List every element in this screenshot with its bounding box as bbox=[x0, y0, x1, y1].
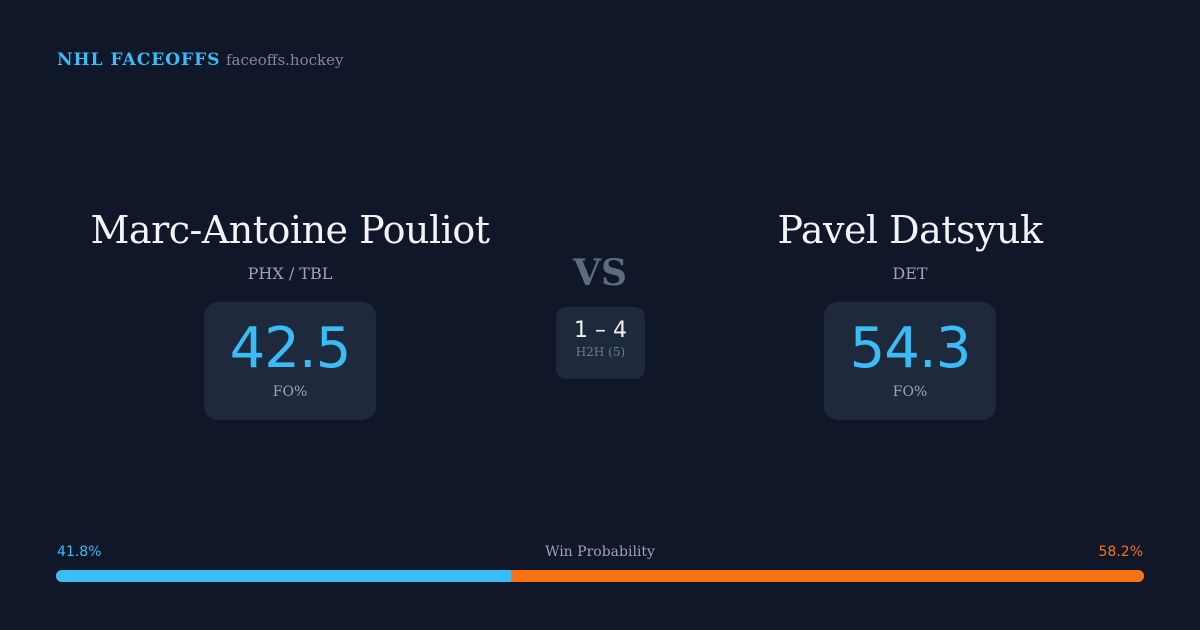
win-probability-bar bbox=[56, 570, 1144, 582]
vs-label: VS bbox=[573, 252, 627, 294]
player2-win-pct: 58.2% bbox=[1098, 544, 1143, 560]
player1-fo-pct: 42.5 bbox=[229, 316, 352, 381]
h2h-label: H2H (5) bbox=[575, 345, 626, 359]
player1-win-bar bbox=[56, 570, 511, 582]
player1-team: PHX / TBL bbox=[247, 264, 333, 283]
player2-fo-pct: 54.3 bbox=[849, 316, 972, 381]
player1-name: Marc-Antoine Pouliot bbox=[90, 208, 490, 252]
h2h-card: 1 – 4 H2H (5) bbox=[556, 307, 645, 379]
player2-fo-label: FO% bbox=[892, 384, 928, 400]
site-url: faceoffs.hockey bbox=[226, 51, 344, 69]
h2h-score: 1 – 4 bbox=[574, 318, 627, 343]
player1-fo-label: FO% bbox=[272, 384, 308, 400]
win-probability-label: Win Probability bbox=[545, 544, 655, 560]
player2-fo-card: 54.3 FO% bbox=[824, 302, 996, 420]
brand-title: NHL FACEOFFS bbox=[57, 50, 221, 70]
player2-name: Pavel Datsyuk bbox=[777, 208, 1043, 252]
player2-win-bar bbox=[510, 570, 1144, 582]
player1-fo-card: 42.5 FO% bbox=[204, 302, 376, 420]
player2-team: DET bbox=[892, 264, 928, 283]
player1-win-pct: 41.8% bbox=[57, 544, 102, 560]
